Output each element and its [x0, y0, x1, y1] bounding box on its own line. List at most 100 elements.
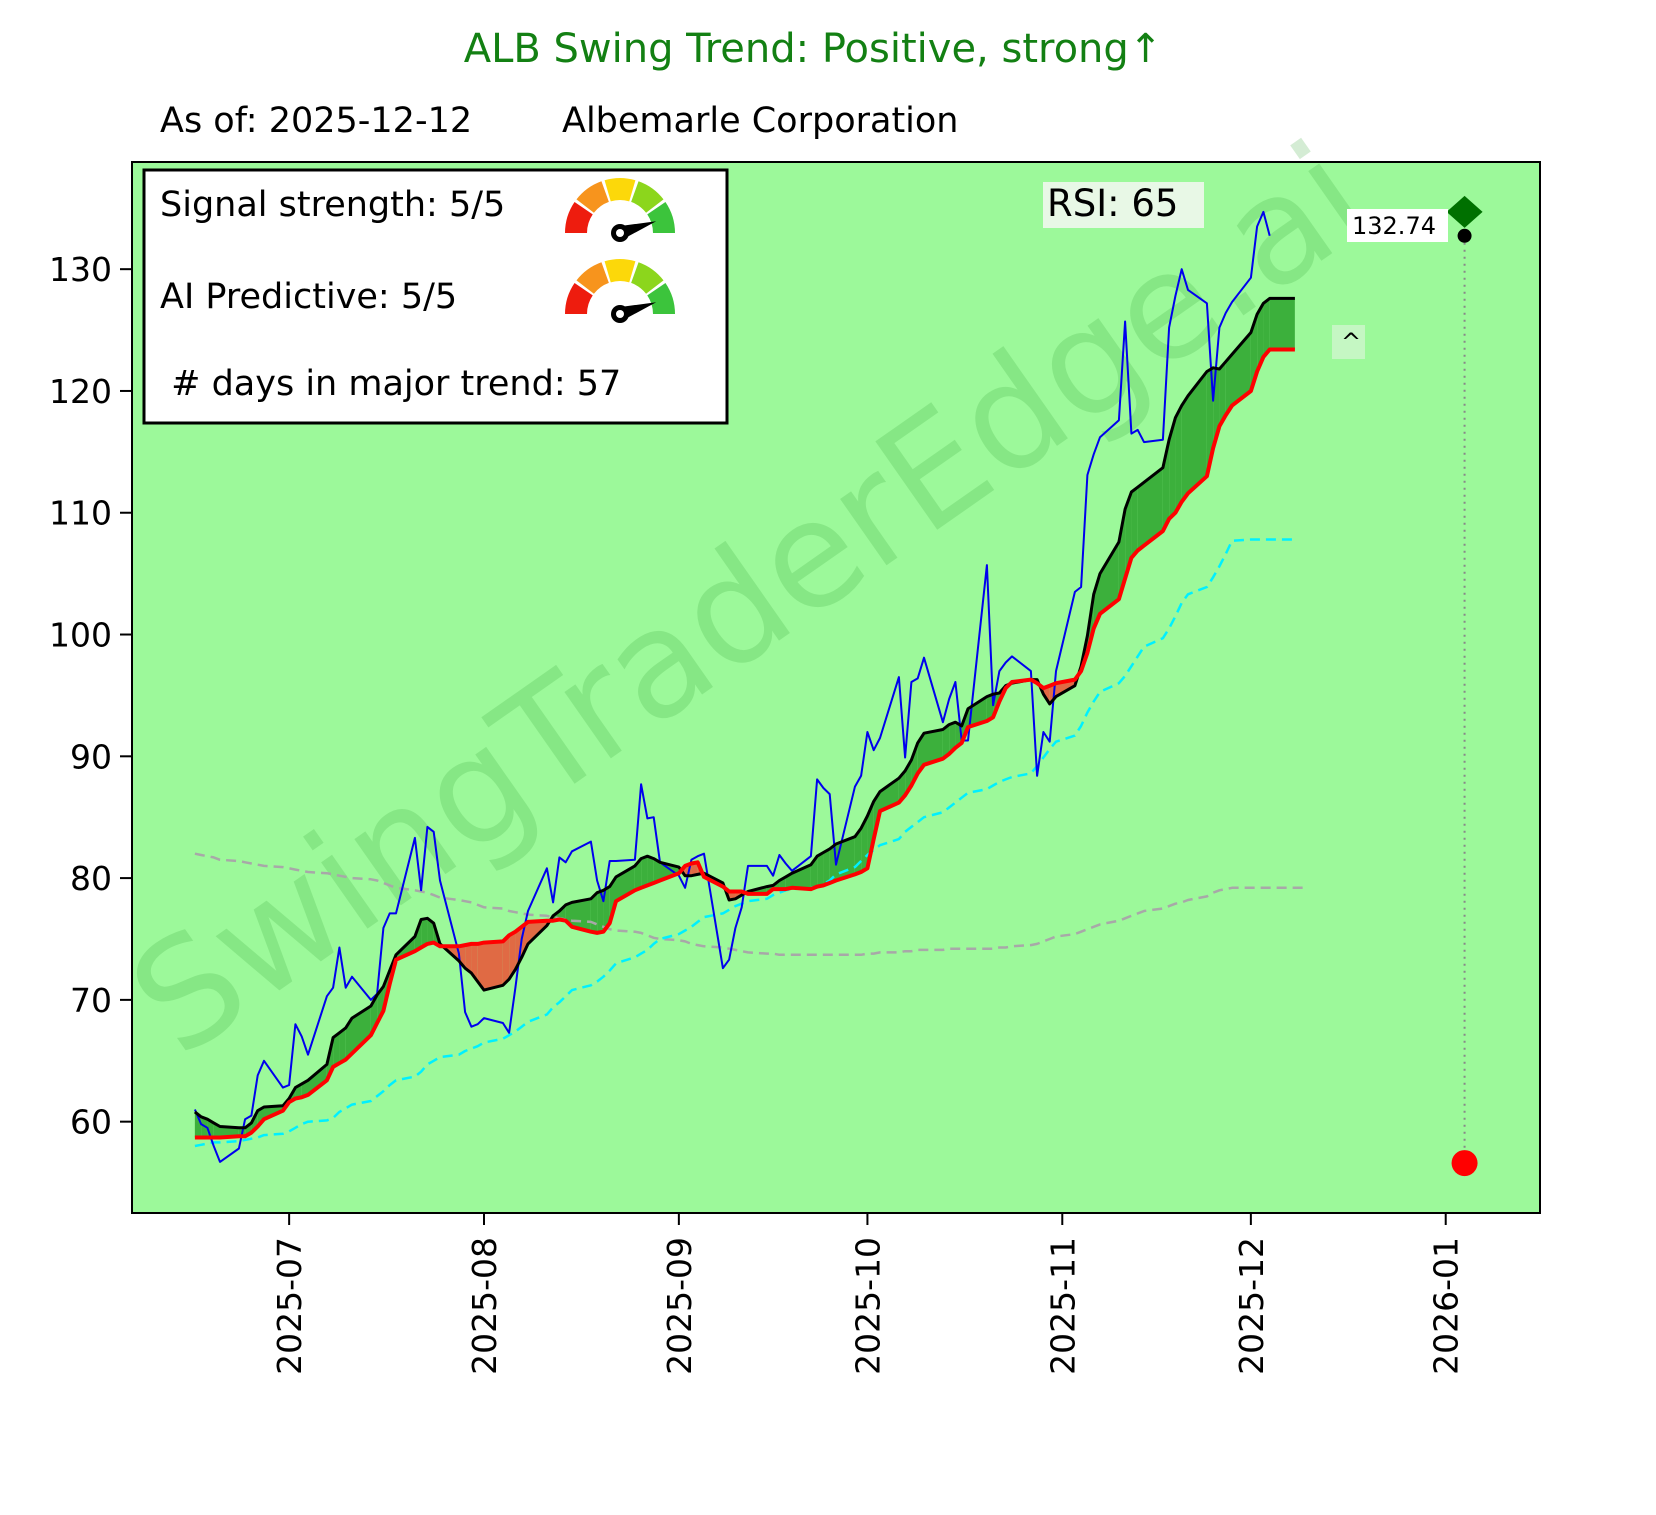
ma-fill-segment [861, 815, 868, 873]
gauge-hub-center [616, 310, 624, 318]
y-tick-label: 110 [49, 494, 112, 533]
ma-fill-segment [484, 941, 503, 991]
target-diamond-marker [1446, 195, 1483, 228]
rsi-label: RSI: 65 [1047, 182, 1178, 225]
ai-predictive-label: AI Predictive: 5/5 [160, 277, 457, 317]
ma-fill-segment [1257, 303, 1264, 372]
mid-ma-line [194, 538, 1295, 1148]
gauge-segment [604, 178, 636, 202]
ma-fill-segment [691, 862, 698, 876]
ma-fill-segment [823, 848, 830, 886]
ma-fill-segment [471, 943, 478, 982]
x-axis: 2025-07 2025-08 2025-09 2025-10 2025-11 2025-… [270, 1213, 1466, 1375]
ma-fill-segment [1144, 467, 1163, 546]
x-tick-label: 2025-07 [270, 1237, 309, 1375]
chart-title: ALB Swing Trend: Positive, strong↑ [464, 26, 1163, 72]
ma-fill-segment [1137, 482, 1144, 551]
ai-predictive-gauge-icon [565, 259, 675, 323]
ma-fill-segment [333, 1032, 340, 1067]
gauge-segment [647, 283, 675, 314]
gauge-segment [604, 259, 636, 283]
gauge-segment [565, 283, 593, 314]
x-tick-label: 2026-01 [1427, 1237, 1466, 1375]
caret-bg [1332, 325, 1365, 359]
ma-fill-segment [1175, 405, 1182, 513]
gauge-segment [631, 262, 664, 294]
ma-fill-segment [509, 931, 516, 980]
price-line [193, 210, 1271, 1163]
ma-fill-segment [308, 1064, 327, 1095]
x-tick-label: 2025-12 [1232, 1237, 1271, 1375]
series-lines [193, 210, 1308, 1163]
ma-fill-segment [421, 918, 428, 948]
y-tick-label: 60 [70, 1103, 112, 1142]
ma-fill-segment [502, 935, 510, 986]
ma-fill-segment [465, 943, 472, 974]
ma-fill-segment [942, 724, 950, 759]
ma-fill-segment [1188, 371, 1207, 494]
days-in-trend-label: # days in major trend: 57 [160, 364, 621, 404]
ma-fill-segment [653, 858, 660, 883]
y-tick-label: 120 [49, 372, 112, 411]
ma-fill-segment [949, 722, 956, 754]
x-tick-label: 2025-10 [848, 1237, 887, 1375]
fast-ma-line [193, 296, 1295, 1130]
ma-fill-segment [817, 852, 824, 887]
info-box: Signal strength: 5/5 AI Predictive: 5/5 … [142, 168, 729, 425]
ma-fill-segment [1169, 417, 1176, 519]
y-axis: 60 70 80 90 100 110 120 130 [49, 250, 132, 1142]
ma-fill-segment [603, 886, 610, 932]
y-tick-label: 70 [70, 981, 112, 1020]
ma-fill-segment [352, 1005, 371, 1054]
company-name: Albemarle Corporation [562, 101, 958, 141]
as-of-date: As of: 2025-12-12 [160, 101, 472, 141]
y-tick-label: 130 [49, 250, 112, 289]
ma-fill-segment [1100, 541, 1119, 614]
ma-fill-segment [924, 729, 943, 765]
gauge-segment [631, 181, 664, 213]
x-tick-label: 2025-08 [465, 1237, 504, 1375]
y-tick-label: 100 [49, 616, 112, 655]
plot-frame [131, 161, 1541, 1214]
ma-fill-segment [641, 856, 648, 888]
x-tick-label: 2025-11 [1043, 1237, 1082, 1375]
stop-marker [1451, 1150, 1478, 1177]
target-price-bg [1347, 209, 1448, 242]
target-price-label: 132.74 [1352, 212, 1436, 240]
ma-fill-segment [427, 918, 434, 944]
signal-strength-gauge-icon [565, 178, 675, 242]
ma-fill-segment [792, 864, 811, 890]
ma-fill-segment [1219, 361, 1226, 427]
gauge-segment [576, 262, 609, 294]
ma-fill-segment [345, 1018, 352, 1060]
ma-fill-segment [1181, 395, 1188, 502]
slow-ma-line [194, 347, 1295, 1140]
ma-fill-segment [477, 942, 484, 991]
ma-fill-segment [572, 898, 591, 932]
long-ma-line [194, 852, 1308, 957]
ma-fill-segment [647, 856, 654, 886]
ma-fill-segment [597, 890, 604, 933]
x-tick-label: 2025-09 [660, 1237, 699, 1375]
ma-fill-segment [968, 696, 987, 728]
gauge-hub-center [616, 229, 624, 237]
ma-fill-segment [339, 1027, 346, 1064]
markers [1446, 195, 1483, 1177]
ma-fill-segment [634, 858, 642, 891]
ma-fill-segment [1276, 298, 1295, 350]
ma-fill-segment [1263, 298, 1270, 357]
gauge-segment [565, 202, 593, 233]
gauge-segment [647, 202, 675, 233]
y-tick-label: 80 [70, 859, 112, 898]
ma-fill-segment [1225, 354, 1232, 416]
gauge-segment [576, 181, 609, 213]
ma-fill-segment [201, 1116, 208, 1138]
ma-fill-segment [986, 694, 994, 721]
ma-fill-segment [1269, 298, 1276, 350]
signal-strength-label: Signal strength: 5/5 [160, 185, 505, 225]
caret-label: ^ [1341, 328, 1361, 356]
ma-fill-segment [917, 733, 924, 774]
rsi-badge-bg [1043, 182, 1204, 228]
y-tick-label: 90 [70, 737, 112, 776]
